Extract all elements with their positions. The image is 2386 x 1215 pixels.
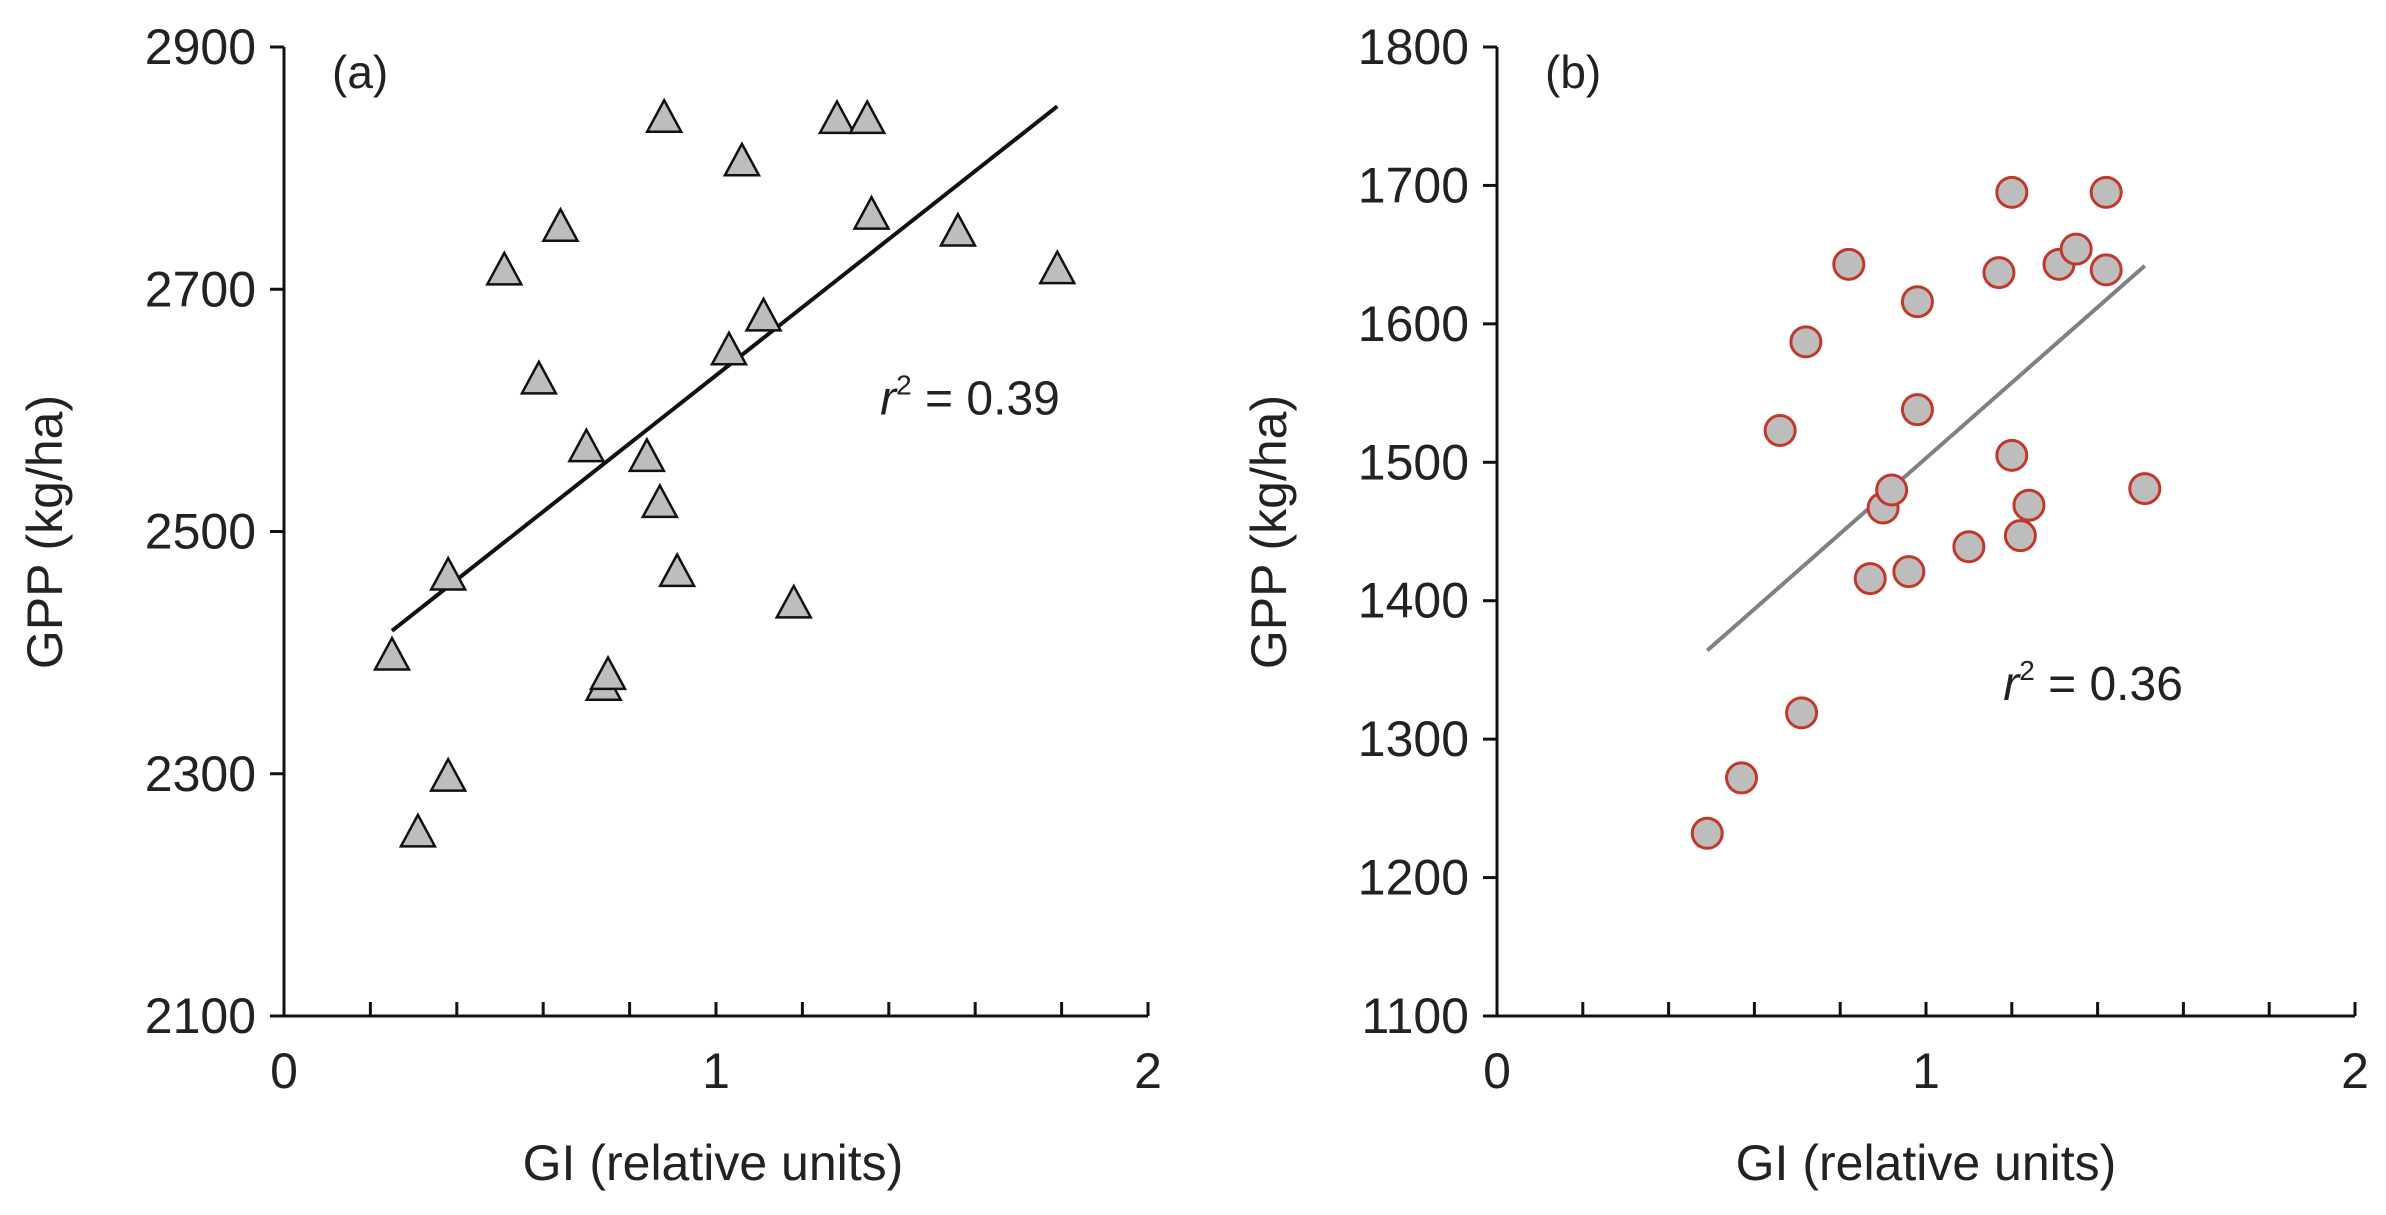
panel-a-data-point — [1038, 249, 1077, 285]
panel-a-data-point — [429, 756, 468, 792]
panel-b-y-tick-label: 1700 — [1358, 157, 1469, 213]
panel-b-label: (b) — [1545, 46, 1601, 98]
panel-a-data-point — [709, 330, 749, 366]
panel-b-data-point — [1995, 175, 2029, 209]
panel-b-data-point — [2128, 472, 2162, 506]
panel-b-data-point — [1875, 473, 1909, 507]
panel-a-y-tick-label: 2900 — [145, 19, 256, 75]
panel-a-data-point — [848, 98, 887, 135]
panel-b-r2-annotation: r2 = 0.36 — [2003, 655, 2183, 711]
panel-a-data-point — [722, 141, 762, 177]
panel-b-data-point — [1832, 247, 1866, 281]
panel-b-y-tick-label: 1600 — [1358, 296, 1469, 352]
panel-b-y-tick-label: 1500 — [1358, 434, 1469, 490]
panel-b-r2-symbol: r — [2003, 658, 2021, 711]
panel-b-y-tick-label: 1100 — [1361, 988, 1469, 1044]
panel-a-data-point — [429, 555, 468, 591]
panel-a-data-point — [398, 812, 438, 848]
panel-a-data-point — [627, 436, 666, 473]
panel-b-y-tick-label: 1300 — [1358, 711, 1469, 767]
panel-b-data-point — [1763, 413, 1797, 447]
panel-b-data-point — [1789, 325, 1823, 359]
panel-b-data-point — [1725, 761, 1759, 795]
panel-b-data-point — [2089, 175, 2123, 209]
panel-a-x-tick-label: 2 — [1134, 1043, 1162, 1099]
panel-a-data-point — [567, 427, 606, 463]
panel-a-data-point — [541, 206, 580, 242]
panel-b-r2-value: = 0.36 — [2035, 658, 2183, 711]
panel-b-x-tick-label: 1 — [1912, 1043, 1940, 1099]
panel-a-x-tick-label: 1 — [702, 1043, 730, 1099]
panel-b-data-point — [1892, 555, 1926, 589]
panel-b-x-tick-label: 2 — [2341, 1043, 2369, 1099]
panel-b-data-point — [1690, 816, 1724, 850]
panel-b-data-point — [2089, 253, 2123, 287]
panel-a-y-tick-label: 2300 — [145, 746, 256, 802]
panel-a-data-point — [744, 296, 783, 332]
panel-b-data-point — [2012, 488, 2046, 522]
panel-b-y-tick-label: 1400 — [1358, 573, 1469, 629]
panel-a-data-point — [485, 250, 524, 286]
panel-a-y-axis-title: GPP (kg/ha) — [17, 395, 73, 669]
panel-a-y-tick-label: 2100 — [145, 988, 256, 1044]
panel-b-data-point — [2059, 232, 2093, 266]
panel-b-data-point — [1853, 562, 1887, 596]
panel-a-r2-superscript: 2 — [896, 369, 912, 400]
panel-a-data-point — [519, 359, 558, 395]
panel-a-plot-area: 2100 2300 2500 2700 2900 0 1 2 — [145, 19, 1162, 1099]
panel-b-data-point — [1900, 285, 1934, 319]
panel-a-label: (a) — [332, 46, 388, 98]
panel-a-x-tick-label: 0 — [270, 1043, 298, 1099]
panel-a-r2-annotation: r2 = 0.39 — [880, 369, 1060, 425]
panel-b-data-point — [1952, 530, 1986, 564]
panel-b-x-axis-title: GI (relative units) — [1736, 1135, 2117, 1191]
panel-b-data-point — [1995, 438, 2029, 472]
panel-a-data-point — [938, 211, 978, 247]
panel-b-plot-area: 1100 1200 1300 1400 1500 1600 1700 1800 0 1 2 — [1358, 19, 2369, 1099]
panel-b-data-point — [1785, 696, 1819, 730]
panel-a-data-point — [588, 654, 628, 691]
panel-a-r2-symbol: r — [880, 372, 898, 425]
panel-b-data-point — [1900, 393, 1934, 427]
panel-b-trendline — [1705, 264, 2147, 653]
panel-b-y-tick-label: 1200 — [1358, 850, 1469, 906]
panel-a-data-point — [658, 551, 697, 588]
panel-b-data-point — [2003, 519, 2037, 553]
panel-b-data-point — [1982, 256, 2016, 290]
panel-b-y-tick-label: 1800 — [1358, 19, 1469, 75]
panel-a-y-tick-label: 2700 — [145, 261, 256, 317]
panel-b-y-axis-title: GPP (kg/ha) — [1241, 395, 1297, 669]
panel-a-data-point — [640, 482, 679, 519]
panel-a-r2-value: = 0.39 — [912, 372, 1060, 425]
panel-a-x-axis-title: GI (relative units) — [523, 1135, 904, 1191]
panel-a-data-point — [774, 583, 813, 619]
panel-a-data-point — [645, 97, 684, 133]
panel-a-data-point — [372, 635, 412, 671]
panel-a-trendline — [390, 104, 1059, 633]
panel-b-x-tick-label: 0 — [1483, 1043, 1511, 1099]
panel-a-data-point — [817, 98, 857, 135]
panel-a-data-point — [852, 194, 891, 230]
panel-a-y-tick-label: 2500 — [145, 504, 256, 560]
panel-b-r2-superscript: 2 — [2019, 655, 2035, 686]
